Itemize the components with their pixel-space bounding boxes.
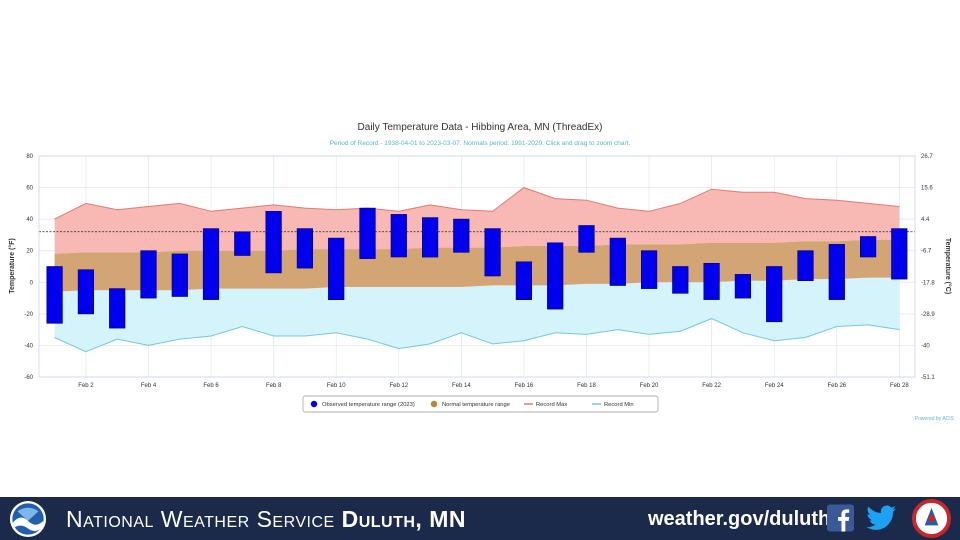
observed-bar[interactable] (766, 266, 783, 323)
observed-bar[interactable] (202, 228, 220, 300)
x-tick-label: Feb 12 (389, 383, 408, 389)
observed-bar[interactable] (265, 211, 282, 274)
observed-bar[interactable] (328, 237, 345, 301)
observed-bar[interactable] (734, 274, 751, 299)
x-tick-label: Feb 24 (765, 383, 784, 389)
observed-bar[interactable] (640, 250, 658, 289)
x-tick-label: Feb 2 (78, 383, 94, 389)
x-tick-label: Feb 22 (702, 383, 721, 389)
y-tick-label: 40 (26, 217, 33, 223)
observed-bar[interactable] (296, 228, 314, 269)
y2-tick-label: -17.8 (921, 280, 935, 286)
temperature-chart[interactable]: Daily Temperature Data - Hibbing Area, M… (0, 0, 960, 497)
noaa-logo-icon (9, 500, 47, 538)
observed-bar[interactable] (672, 266, 689, 294)
x-tick-label: Feb 20 (640, 383, 659, 389)
legend-item-label[interactable]: Observed temperature range (2023) (322, 402, 415, 408)
legend-marker-dot (310, 400, 318, 408)
y2-tick-label: -40 (921, 343, 930, 349)
observed-bar[interactable] (171, 253, 188, 297)
nws-office: Duluth, MN (341, 506, 466, 532)
observed-bar[interactable] (797, 250, 814, 281)
observed-bars[interactable] (46, 207, 908, 329)
x-tick-label: Feb 10 (327, 383, 346, 389)
y2-axis-label: Temperature (°C) (944, 238, 952, 294)
observed-bar[interactable] (828, 244, 845, 300)
observed-bar[interactable] (77, 269, 94, 315)
observed-bar[interactable] (703, 262, 720, 300)
observed-bar[interactable] (140, 250, 157, 299)
observed-bar[interactable] (46, 266, 63, 324)
nws-org-name: National Weather Service (66, 506, 335, 532)
website-url[interactable]: weather.gov/duluth (648, 508, 831, 530)
observed-bar[interactable] (453, 218, 470, 253)
y2-tick-label: -51.1 (921, 375, 935, 381)
observed-bar[interactable] (609, 237, 626, 286)
observed-bar[interactable] (359, 207, 376, 259)
observed-bar[interactable] (421, 217, 439, 258)
observed-bar[interactable] (390, 214, 407, 258)
x-tick-label: Feb 8 (266, 383, 282, 389)
chart-subtitle: Period of Record - 1938-04-01 to 2023-03… (330, 140, 631, 147)
observed-bar[interactable] (515, 261, 532, 300)
observed-bar[interactable] (891, 228, 908, 280)
record-max-line (54, 187, 900, 220)
y-tick-label: -40 (24, 343, 33, 349)
x-tick-label: Feb 16 (515, 383, 534, 389)
chart-axes: -60 -51.1 -40 -40 -20 -28.9 0 -17.8 20 -6.7 40 4.4 6… (24, 154, 935, 389)
observed-bar[interactable] (859, 236, 877, 258)
y-tick-label: 80 (26, 154, 33, 160)
x-tick-label: Feb 28 (890, 383, 909, 389)
y2-tick-label: -6.7 (921, 249, 932, 255)
y2-tick-label: 15.6 (921, 186, 933, 192)
twitter-icon[interactable] (866, 505, 897, 532)
chart-areas (39, 187, 915, 353)
facebook-icon[interactable] (827, 504, 854, 532)
observed-bar[interactable] (578, 225, 595, 253)
legend-box (302, 395, 659, 413)
nws-office-name: National Weather Service Duluth, MN (66, 506, 466, 533)
chart-title: Daily Temperature Data - Hibbing Area, M… (358, 122, 603, 133)
record-min-line (54, 318, 900, 353)
observed-bar[interactable] (484, 228, 501, 277)
legend-item-label[interactable]: Record Max (536, 402, 567, 408)
y2-tick-label: 4.4 (921, 217, 930, 223)
chart-legend[interactable]: Observed temperature range (2023) Normal … (302, 395, 659, 413)
x-tick-label: Feb 6 (203, 383, 219, 389)
chart-credit[interactable]: Powered by ACIS (915, 416, 955, 422)
x-tick-label: Feb 14 (452, 383, 471, 389)
x-tick-label: Feb 4 (141, 383, 157, 389)
observed-bar[interactable] (109, 288, 126, 329)
y2-tick-label: 26.7 (921, 154, 933, 160)
y-tick-label: -60 (24, 375, 33, 381)
y2-tick-label: -28.9 (921, 312, 935, 318)
legend-marker-dot (430, 400, 438, 408)
nws-seal-icon (912, 499, 951, 538)
plot-border (38, 155, 916, 378)
y-axis-label: Temperature (°F) (8, 238, 16, 294)
y-tick-label: 0 (30, 280, 34, 286)
legend-item-label[interactable]: Normal temperature range (442, 402, 510, 408)
y-tick-label: 20 (26, 249, 33, 255)
y-tick-label: 60 (26, 186, 33, 192)
x-tick-label: Feb 26 (827, 383, 846, 389)
x-tick-label: Feb 18 (577, 383, 596, 389)
legend-item-label[interactable]: Record Min (604, 402, 634, 408)
observed-bar[interactable] (234, 231, 251, 256)
y-tick-label: -20 (24, 312, 33, 318)
observed-bar[interactable] (547, 242, 564, 310)
nws-footer-banner: National Weather Service Duluth, MN weat… (0, 497, 960, 540)
